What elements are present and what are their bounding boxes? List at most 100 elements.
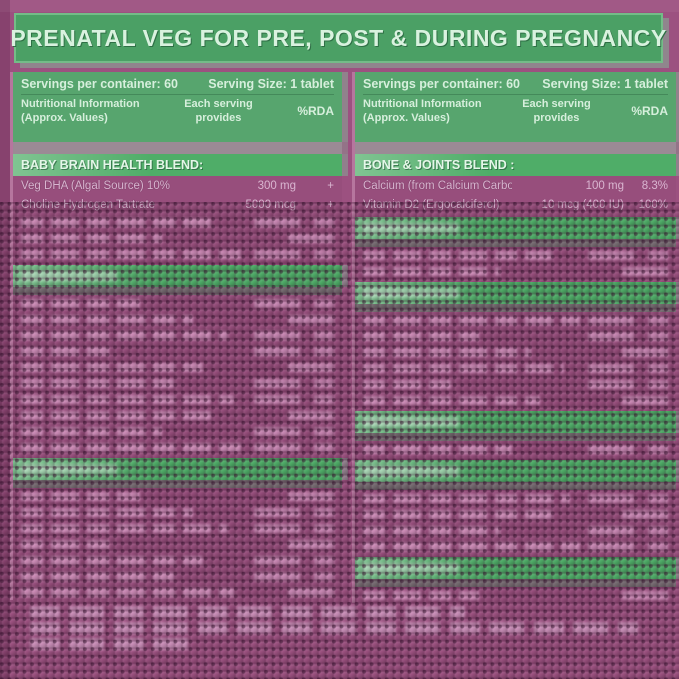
obscured-section-header	[21, 271, 117, 281]
section-header-band	[13, 458, 342, 480]
obscured-text	[21, 249, 244, 259]
obscured-ingredient-row	[13, 375, 342, 391]
obscured-text	[21, 491, 140, 501]
obscured-amount	[588, 250, 634, 260]
rda-label: %RDA	[297, 104, 334, 119]
page-title: PRENATAL VEG FOR PRE, POST & DURING PREG…	[10, 24, 667, 51]
obscured-rda	[648, 525, 668, 535]
obscured-ingredient-row	[355, 587, 676, 603]
obscured-amount	[254, 378, 300, 388]
sections-container: BONE & JOINTS BLEND : Calcium (from Calci…	[355, 154, 676, 603]
obscured-amount	[254, 523, 300, 533]
obscured-rda	[314, 298, 334, 308]
obscured-amount	[622, 266, 668, 276]
obscured-text	[21, 217, 216, 227]
footnotes-block	[30, 606, 660, 654]
obscured-amount	[588, 331, 634, 341]
obscured-ingredient-row	[13, 423, 342, 439]
obscured-footnote-line	[30, 638, 198, 650]
column-headings-row: Nutritional Information (Approx. Values)…	[363, 98, 668, 126]
obscured-text	[21, 555, 203, 565]
obscured-rda	[314, 330, 334, 340]
obscured-rda	[314, 442, 334, 452]
section-header-band: BONE & JOINTS BLEND :	[355, 154, 676, 176]
obscured-amount	[288, 233, 334, 243]
obscured-text	[363, 493, 571, 503]
obscured-text	[363, 266, 501, 276]
ingredient-rda: 8.3%	[641, 179, 668, 192]
obscured-section-header	[363, 563, 459, 573]
obscured-footnote-line	[30, 622, 638, 634]
section-header-band	[355, 282, 676, 304]
obscured-amount	[288, 410, 334, 420]
obscured-text	[21, 346, 115, 356]
obscured-amount	[288, 314, 334, 324]
obscured-rda	[314, 346, 334, 356]
section-header-band	[355, 411, 676, 433]
obscured-ingredient-row	[355, 376, 676, 392]
obscured-ingredient-row	[13, 407, 342, 423]
obscured-ingredient-row	[355, 538, 676, 554]
ingredient-amount: 5000 mcg	[245, 198, 296, 211]
ingredient-row: Veg DHA (Algal Source) 10% 300 mg +	[13, 176, 342, 195]
obscured-section-header	[363, 223, 459, 233]
section-header-band: BABY BRAIN HEALTH BLEND:	[13, 154, 342, 176]
obscured-text	[363, 395, 540, 405]
obscured-section-header	[21, 464, 117, 474]
obscured-rda	[648, 379, 668, 389]
obscured-rda	[648, 541, 668, 551]
obscured-amount	[588, 363, 634, 373]
column-headings-row: Nutritional Information (Approx. Values)…	[21, 98, 334, 126]
obscured-amount	[588, 379, 634, 389]
obscured-text	[363, 590, 479, 600]
obscured-text	[363, 444, 513, 454]
obscured-amount	[288, 539, 334, 549]
obscured-text	[21, 523, 228, 533]
obscured-text	[363, 379, 455, 389]
obscured-rda	[314, 249, 334, 259]
obscured-amount	[254, 346, 300, 356]
serving-info-row: Servings per container: 60 Serving Size:…	[363, 77, 668, 95]
nutrition-panel-right: Servings per container: 60 Serving Size:…	[352, 72, 676, 603]
obscured-amount	[288, 362, 334, 372]
obscured-text	[21, 587, 234, 597]
obscured-amount	[588, 315, 634, 325]
obscured-amount	[254, 442, 300, 452]
top-edge-shade	[0, 0, 679, 12]
servings-per-container-label: Servings per container: 60	[363, 77, 521, 91]
obscured-amount	[254, 426, 300, 436]
nutritional-info-label: Nutritional Information (Approx. Values)	[21, 98, 140, 124]
section-header-band	[355, 557, 676, 579]
obscured-amount	[254, 298, 300, 308]
ingredient-rda: +	[327, 198, 334, 211]
obscured-ingredient-row	[13, 359, 342, 375]
serving-info-row: Servings per container: 60 Serving Size:…	[21, 77, 334, 95]
obscured-text	[363, 541, 580, 551]
obscured-rda	[314, 555, 334, 565]
obscured-text	[21, 298, 140, 308]
obscured-text	[21, 394, 234, 404]
obscured-text	[21, 233, 162, 243]
ingredient-row: Vitamin D2 (Ergocalciferol) 10 mcg (400 I…	[355, 195, 676, 214]
obscured-ingredient-row	[13, 311, 342, 327]
ingredient-name: Choline Hydrogen Tartrate	[21, 198, 156, 211]
obscured-text	[21, 330, 228, 340]
ingredient-row: Calcium (from Calcium Carbonate) 100 mg 8.…	[355, 176, 676, 195]
obscured-ingredient-row	[13, 584, 342, 600]
obscured-rda	[314, 571, 334, 581]
obscured-rda	[648, 331, 668, 341]
section-band-shadow	[13, 287, 342, 295]
obscured-ingredient-row	[355, 312, 676, 328]
obscured-amount	[588, 525, 634, 535]
obscured-amount	[588, 493, 634, 503]
obscured-amount	[588, 541, 634, 551]
obscured-ingredient-row	[13, 504, 342, 520]
ingredient-amount: 300 mg	[257, 179, 296, 192]
ingredient-name: Vitamin D2 (Ergocalciferol)	[363, 198, 500, 211]
section-band-shadow	[355, 433, 676, 441]
obscured-amount	[588, 444, 634, 454]
obscured-ingredient-row	[355, 344, 676, 360]
obscured-text	[21, 539, 115, 549]
obscured-ingredient-row	[13, 246, 342, 262]
obscured-ingredient-row	[13, 343, 342, 359]
